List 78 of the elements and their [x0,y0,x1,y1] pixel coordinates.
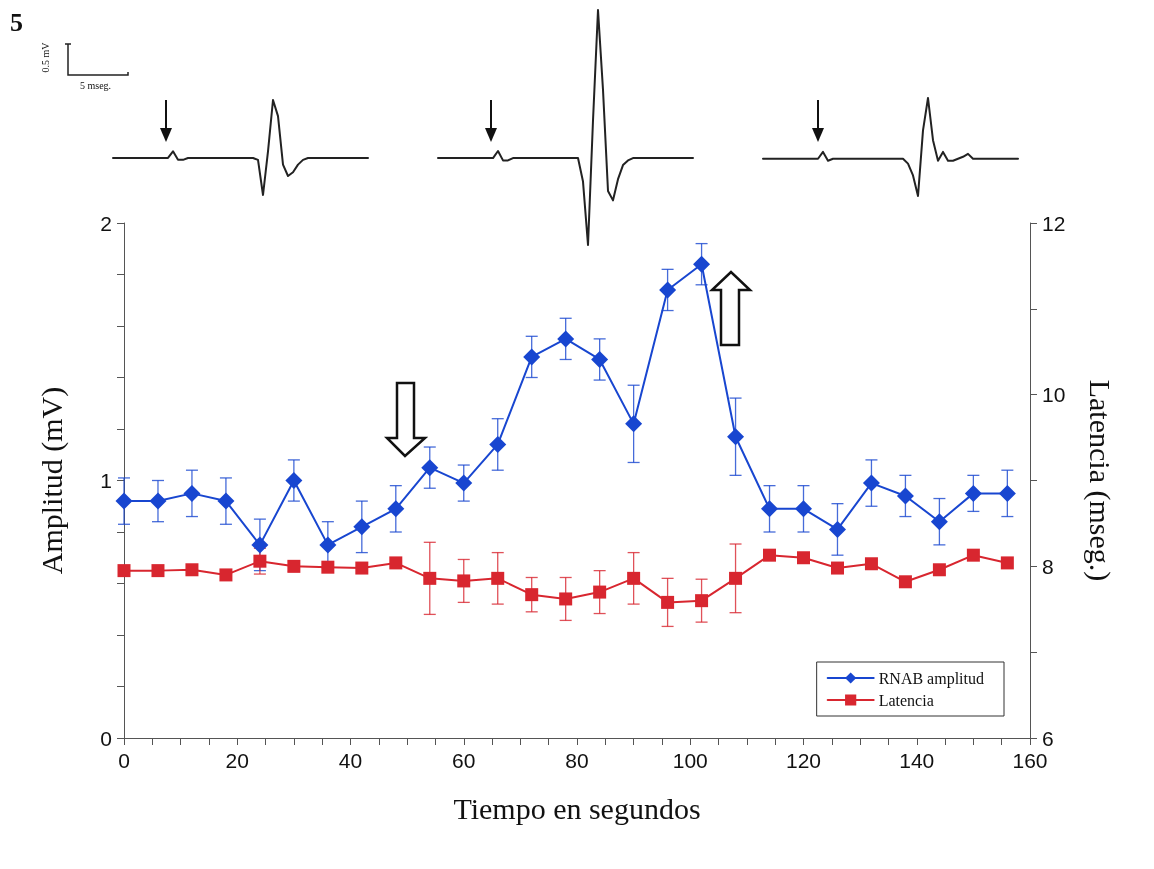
point [761,500,779,518]
point [661,595,675,609]
point [695,594,709,608]
point [151,564,165,578]
point [491,571,505,585]
point [557,330,575,348]
point [932,563,946,577]
point [117,564,131,578]
point [217,492,235,510]
point [693,255,711,273]
point [457,574,471,588]
point [1000,556,1014,570]
point [862,474,880,492]
point [964,484,982,502]
point [183,484,201,502]
x-tick-label: 0 [118,749,130,772]
point [795,500,812,518]
point [387,500,405,518]
point [355,561,369,575]
point [727,428,745,446]
point [593,585,607,599]
point [219,568,233,582]
x-tick-label: 160 [1012,749,1048,772]
x-tick-label: 100 [672,749,708,772]
y-tick-label: 2 [100,211,112,235]
x-tick-label: 80 [565,749,589,772]
legend-label: RNAB amplitud [878,669,985,688]
point [251,536,269,554]
point [763,548,777,562]
point [455,474,473,492]
point [830,561,844,575]
y2-axis-title: Latencia (mseg.) [1082,379,1117,582]
point [896,487,914,505]
point [253,554,267,568]
point [998,484,1016,502]
y-axis-title: Amplitud (mV) [34,386,69,575]
point [523,348,541,366]
x-axis-title: Tiempo en segundos [453,791,701,825]
point [729,571,743,585]
point [319,536,337,554]
x-tick-label: 140 [899,749,935,772]
point [185,563,199,577]
point [864,557,878,571]
point [659,281,677,299]
point [287,559,301,573]
point [285,472,303,489]
y-tick-label: 0 [100,726,112,750]
text: 0.5 mV [39,42,51,73]
point [321,560,335,574]
point [591,350,609,368]
point [559,592,573,606]
y2-tick-label: 10 [1042,383,1066,407]
point [115,492,133,510]
point [525,588,539,602]
x-tick-label: 60 [452,749,476,772]
point [625,415,643,433]
point [489,435,507,453]
point [966,548,980,562]
point [898,575,912,589]
point [423,571,437,585]
point [627,571,641,585]
point [353,518,371,536]
x-tick-label: 120 [785,749,822,772]
legend-label: Latencia [878,691,934,709]
point [828,520,846,538]
y2-tick-label: 12 [1042,211,1066,235]
text: 5 mseg. [80,80,112,91]
point [930,513,948,531]
y2-tick-label: 8 [1042,554,1054,578]
text: 5 [10,8,23,38]
y-tick-label: 1 [100,469,112,492]
point [797,551,810,565]
x-tick-label: 20 [225,749,249,772]
y2-tick-label: 6 [1042,726,1054,750]
point [421,459,439,477]
point [389,556,403,570]
x-tick-label: 40 [338,749,363,772]
point [149,492,167,510]
